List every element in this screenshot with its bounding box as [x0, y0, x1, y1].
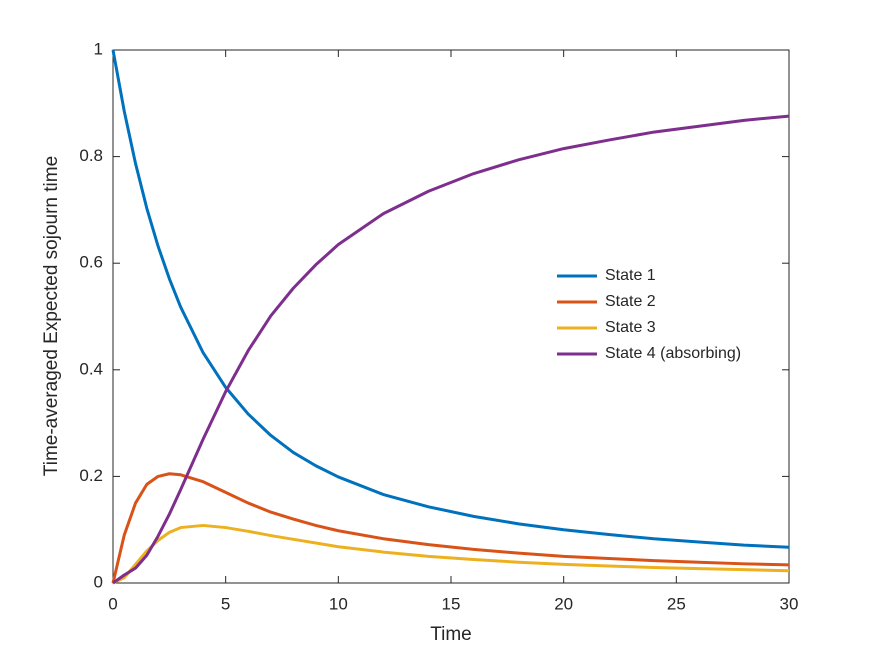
legend-label: State 2 [605, 293, 656, 310]
series-line [111, 49, 790, 549]
y-tick-label: 1 [94, 39, 103, 58]
x-axis-label: Time [430, 624, 472, 645]
y-tick-label: 0.2 [79, 466, 103, 485]
y-axis-label: Time-averaged Expected sojourn time [41, 156, 62, 476]
x-tick-label: 30 [780, 594, 799, 613]
series-line [112, 114, 790, 585]
legend-label: State 4 (absorbing) [605, 345, 741, 362]
y-tick-label: 0.6 [79, 253, 103, 272]
x-tick-label: 0 [108, 594, 117, 613]
series-line [111, 472, 790, 584]
x-tick-label: 20 [554, 594, 573, 613]
legend-label: State 1 [605, 267, 656, 284]
x-tick-label: 10 [329, 594, 348, 613]
x-tick-label: 5 [221, 594, 230, 613]
y-tick-label: 0.8 [79, 146, 103, 165]
legend-label: State 3 [605, 319, 656, 336]
y-tick-label: 0.4 [79, 359, 103, 378]
x-tick-label: 25 [667, 594, 686, 613]
x-tick-label: 15 [442, 594, 461, 613]
y-tick-label: 0 [94, 572, 103, 591]
